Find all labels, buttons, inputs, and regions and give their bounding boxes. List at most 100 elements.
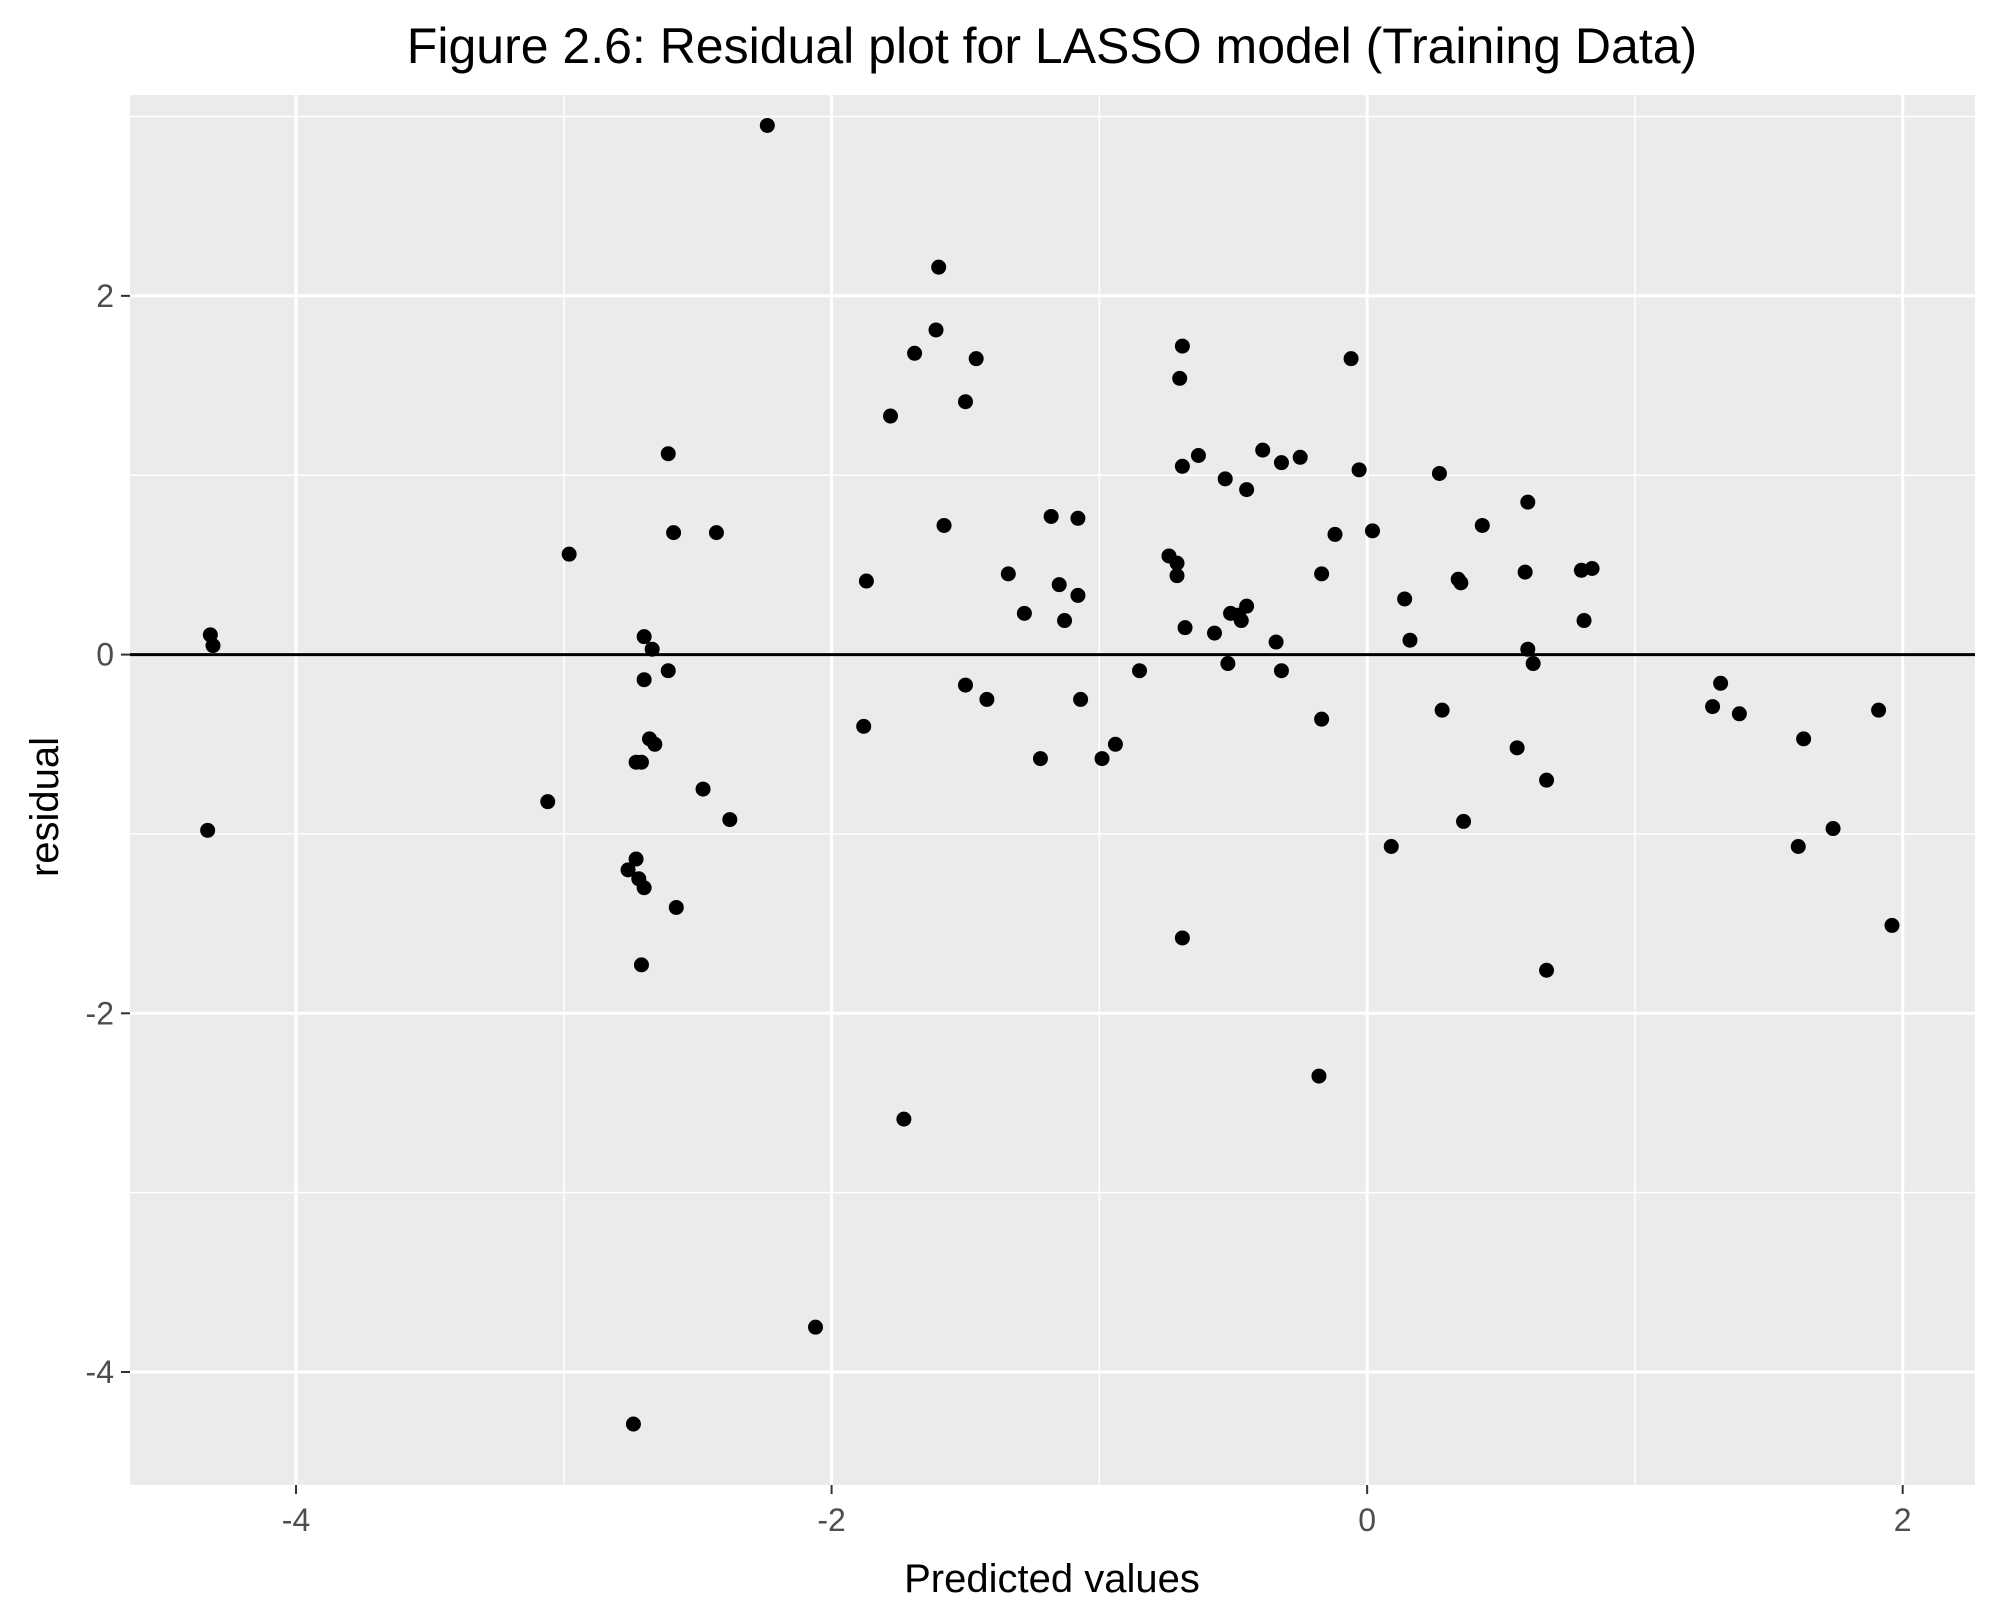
data-point <box>957 677 973 693</box>
data-point <box>540 794 556 810</box>
data-point <box>1713 675 1729 691</box>
data-point <box>1268 634 1284 650</box>
data-point <box>1094 751 1110 767</box>
data-point <box>1314 711 1330 727</box>
data-point <box>1383 838 1399 854</box>
data-point <box>1190 448 1206 464</box>
data-point <box>1327 526 1343 542</box>
data-point <box>1825 821 1841 837</box>
data-point <box>1174 338 1190 354</box>
data-point <box>1273 455 1289 471</box>
data-point <box>907 345 923 361</box>
data-point <box>1790 838 1806 854</box>
x-tick-label: 2 <box>1894 1502 1912 1538</box>
data-point <box>1434 702 1450 718</box>
x-axis-ticks: -4 -2 0 2 <box>282 1485 1912 1538</box>
data-point <box>856 718 872 734</box>
data-point <box>636 672 652 688</box>
y-tick-label: 2 <box>96 278 114 314</box>
data-point <box>628 754 644 770</box>
data-point <box>759 117 775 133</box>
data-point <box>968 351 984 367</box>
data-point <box>1314 566 1330 582</box>
data-point <box>1884 917 1900 933</box>
data-point <box>1402 632 1418 648</box>
y-tick-label: -4 <box>86 1354 114 1390</box>
data-point <box>722 812 738 828</box>
data-point <box>1220 656 1236 672</box>
data-point <box>1705 699 1721 715</box>
data-point <box>1364 523 1380 539</box>
data-point <box>200 822 216 838</box>
data-point <box>1517 564 1533 580</box>
data-point <box>808 1319 824 1335</box>
data-point <box>205 638 221 654</box>
data-point <box>1239 598 1255 614</box>
data-point <box>625 1416 641 1432</box>
data-point <box>1217 471 1233 487</box>
data-point <box>1311 1068 1327 1084</box>
data-point <box>1453 575 1469 591</box>
data-point <box>1174 930 1190 946</box>
data-point <box>1169 555 1185 571</box>
data-point <box>695 781 711 797</box>
data-point <box>660 663 676 679</box>
data-point <box>561 546 577 562</box>
data-point <box>666 525 682 541</box>
y-tick-label: -2 <box>86 995 114 1031</box>
data-point <box>1474 517 1490 533</box>
x-tick-label: -2 <box>817 1502 845 1538</box>
data-point <box>928 322 944 338</box>
plot-panel <box>130 95 1975 1485</box>
data-point <box>660 446 676 462</box>
data-point <box>620 862 636 878</box>
data-point <box>1070 510 1086 526</box>
data-point <box>1584 560 1600 576</box>
data-point <box>1233 613 1249 629</box>
data-point <box>1731 706 1747 722</box>
data-point <box>1032 751 1048 767</box>
data-point <box>1070 587 1086 603</box>
data-point <box>644 641 660 657</box>
data-point <box>1177 620 1193 636</box>
data-point <box>1172 370 1188 386</box>
data-point <box>1255 442 1271 458</box>
data-point <box>633 957 649 973</box>
x-axis-label: Predicted values <box>904 1557 1200 1601</box>
data-point <box>1397 591 1413 607</box>
x-tick-label: -4 <box>282 1502 310 1538</box>
data-point <box>1174 458 1190 474</box>
data-point <box>668 899 684 915</box>
data-point <box>1043 508 1059 524</box>
data-point <box>1871 702 1887 718</box>
data-points <box>200 117 1900 1432</box>
data-point <box>1539 962 1555 978</box>
y-axis-label: residual <box>23 737 67 877</box>
data-point <box>647 736 663 752</box>
data-point <box>1351 462 1367 478</box>
data-point <box>1057 613 1073 629</box>
data-point <box>896 1111 912 1127</box>
x-tick-label: 0 <box>1358 1502 1376 1538</box>
data-point <box>1292 449 1308 465</box>
data-point <box>931 259 947 275</box>
data-point <box>1169 568 1185 584</box>
data-point <box>1576 613 1592 629</box>
data-point <box>636 629 652 645</box>
data-point <box>1073 691 1089 707</box>
data-point <box>1000 566 1016 582</box>
data-point <box>1107 736 1123 752</box>
data-point <box>1431 465 1447 481</box>
data-point <box>936 517 952 533</box>
data-point <box>636 880 652 896</box>
data-point <box>1343 351 1359 367</box>
data-point <box>1525 656 1541 672</box>
data-point <box>1239 482 1255 498</box>
data-point <box>1456 813 1472 829</box>
chart-title: Figure 2.6: Residual plot for LASSO mode… <box>407 18 1697 74</box>
y-axis-ticks: -4 -2 0 2 <box>86 278 130 1390</box>
data-point <box>1796 731 1812 747</box>
data-point <box>957 394 973 410</box>
